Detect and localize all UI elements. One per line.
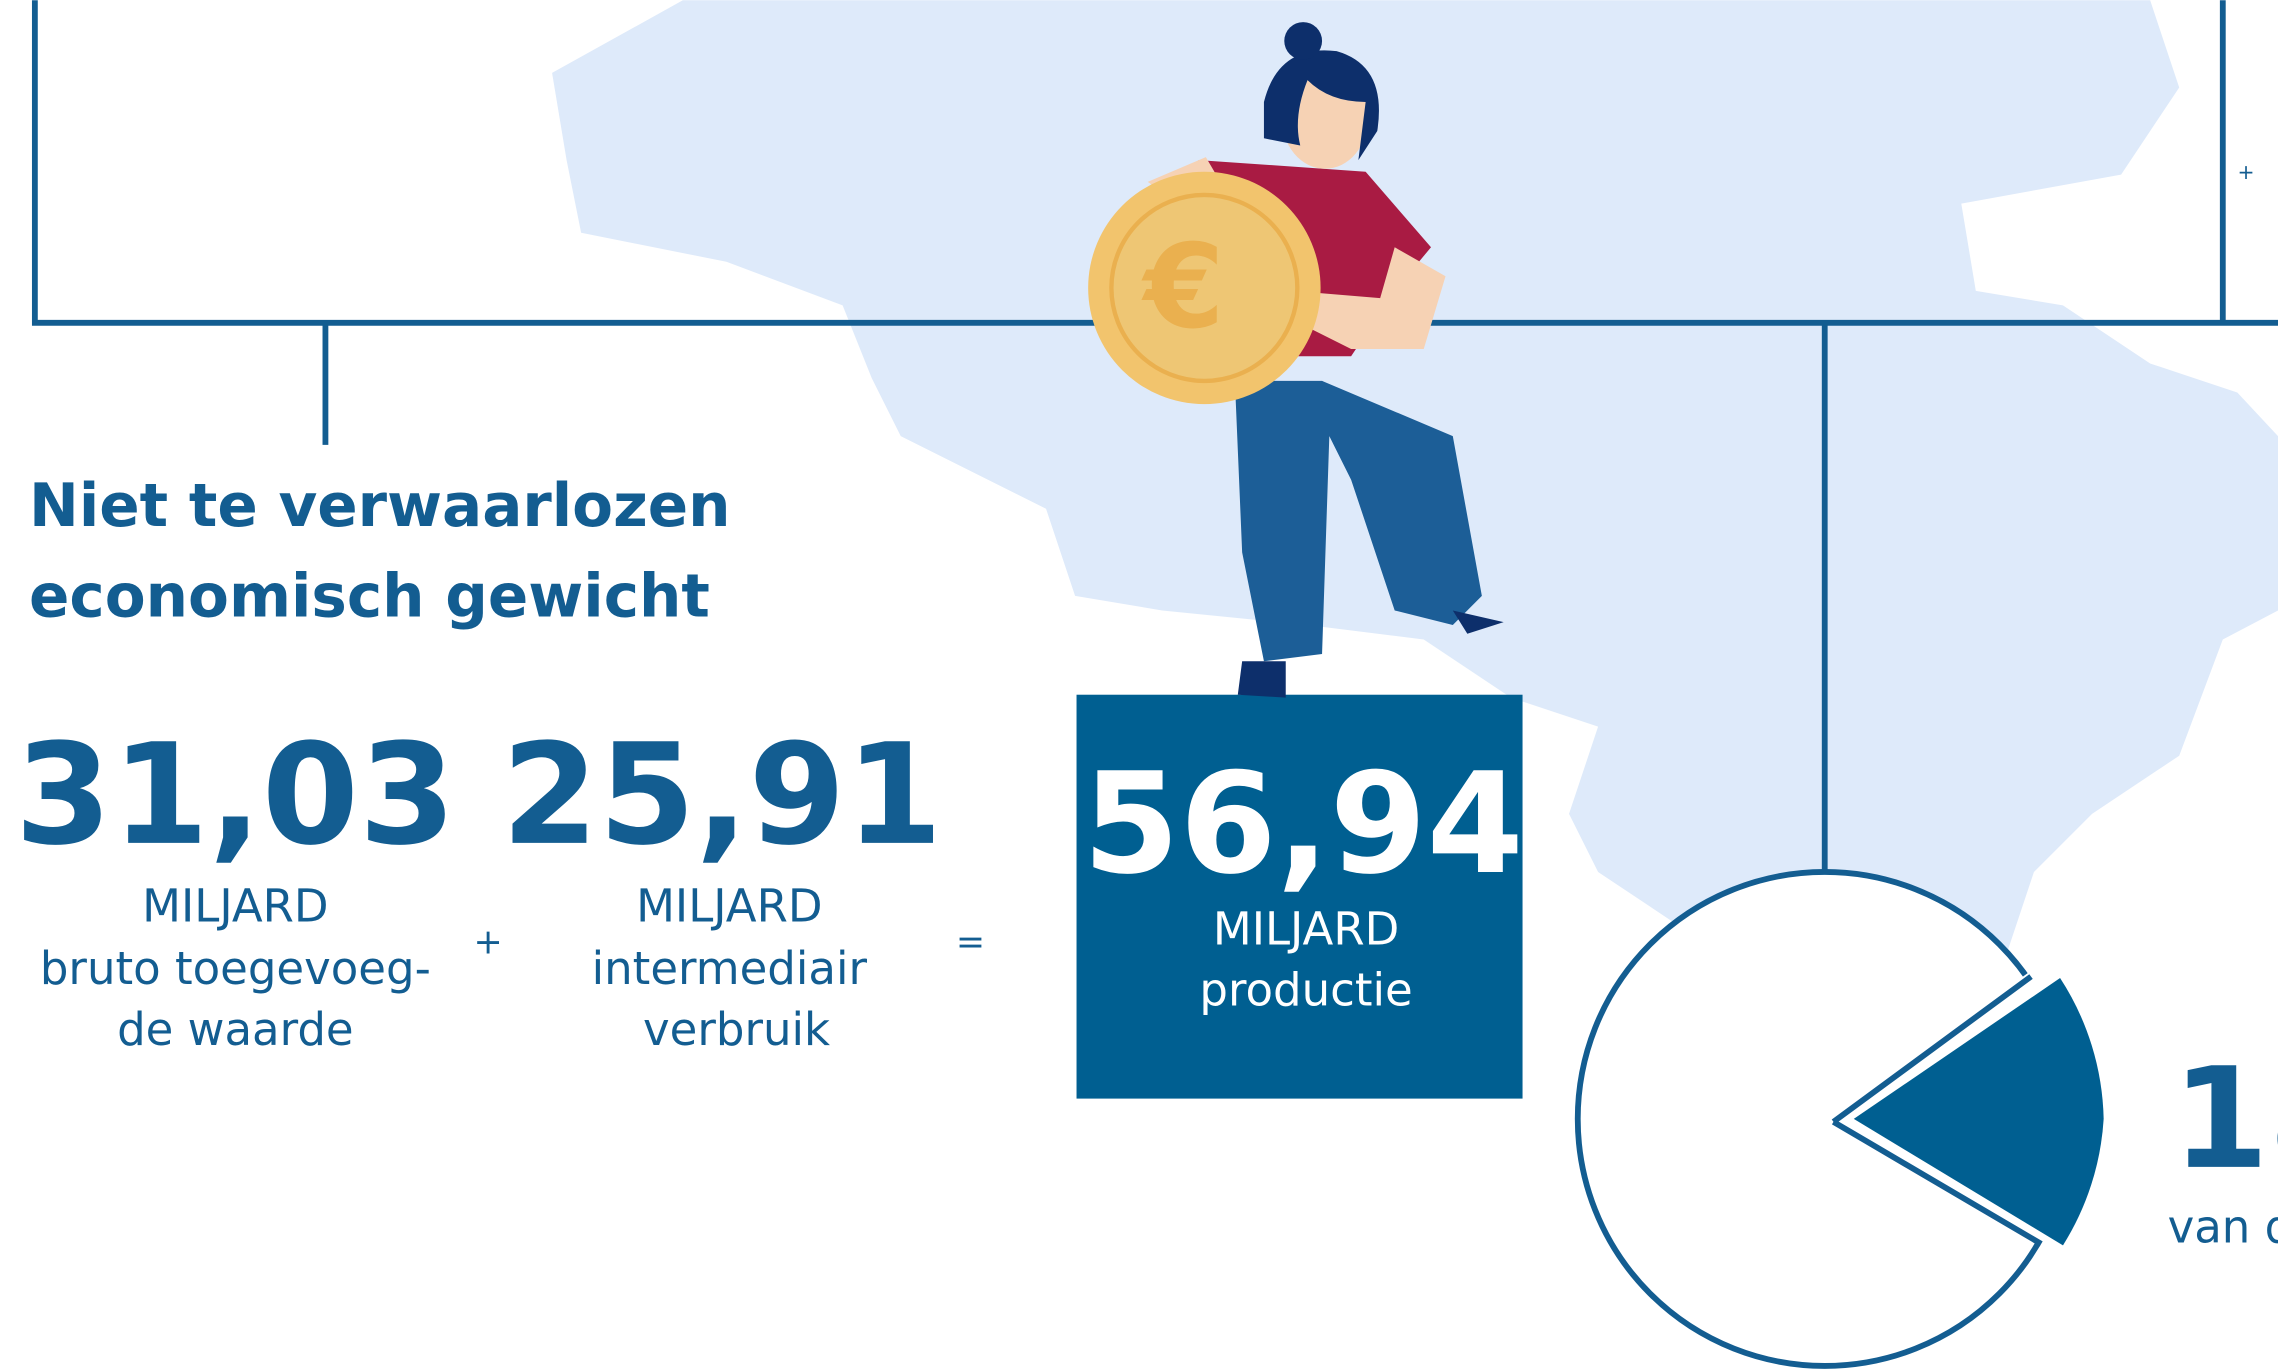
- figure-label: bruto toegevoeg-: [40, 942, 431, 995]
- svg-text:€: €: [1141, 220, 1225, 355]
- figure-unit: MILJARD: [636, 879, 822, 932]
- side-mark: +: [2238, 160, 2255, 184]
- title-line: economisch gewicht: [29, 562, 710, 631]
- frame-line: [31, 0, 2278, 872]
- figure-value: 25,91: [501, 714, 942, 876]
- figure-value: 31,03: [15, 714, 456, 876]
- figure-label: verbruik: [643, 1003, 830, 1056]
- figure-label: de waarde: [117, 1003, 354, 1056]
- illustration: €: [1088, 22, 1504, 698]
- figure-label: productie: [1199, 964, 1412, 1017]
- title-line: Niet te verwaarlozen: [29, 472, 730, 541]
- operator: =: [956, 922, 985, 962]
- operator: +: [474, 922, 503, 962]
- pie-slice: [1853, 978, 2104, 1246]
- figure-unit: MILJARD: [1213, 903, 1399, 956]
- figure-label: intermediair: [592, 942, 868, 995]
- pie-edge: [1831, 974, 2043, 1247]
- result-box: [1076, 694, 1523, 1099]
- figure-value: 56,94: [1083, 743, 1524, 905]
- pie-label: van d: [2168, 1200, 2278, 1253]
- figure-unit: MILJARD: [142, 879, 328, 932]
- pie-value: 18: [2172, 1038, 2278, 1200]
